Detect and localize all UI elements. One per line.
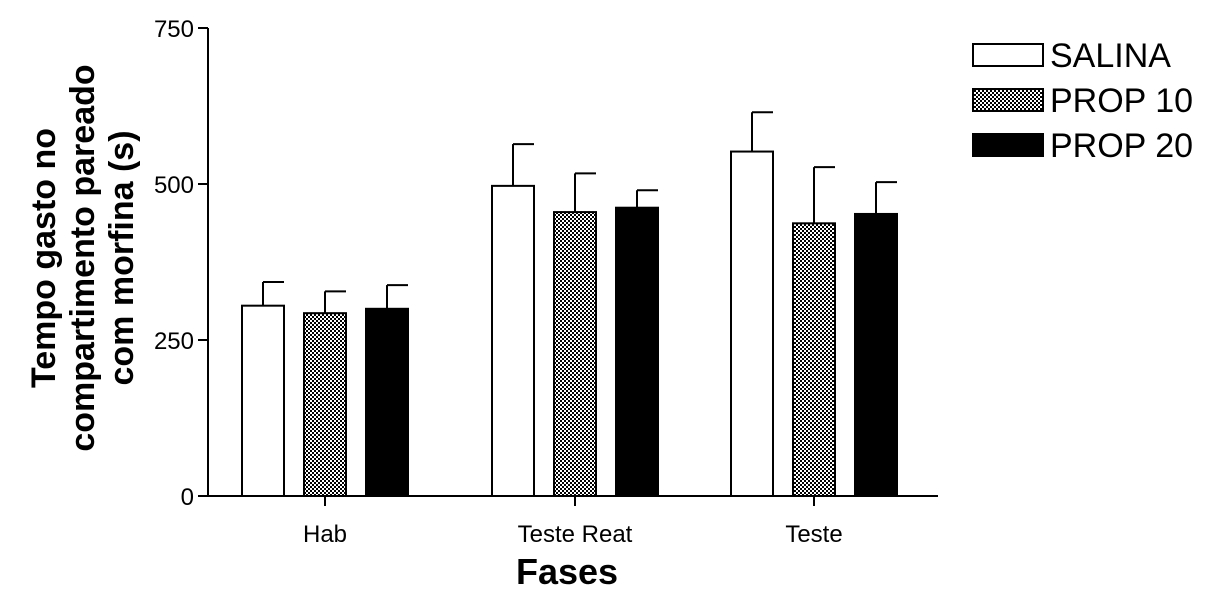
y-tick-label: 750 bbox=[154, 16, 194, 43]
x-tick-label: Teste Reat bbox=[518, 521, 633, 548]
legend: SALINA PROP 10 PROP 20 bbox=[972, 37, 1193, 165]
legend-label: PROP 20 bbox=[1050, 127, 1193, 165]
x-axis-title: Fases bbox=[516, 551, 618, 590]
x-tick-label: Hab bbox=[303, 521, 347, 548]
legend-label: SALINA bbox=[1050, 37, 1171, 75]
y-tick-label: 250 bbox=[154, 328, 194, 355]
bar-prop-20-hab bbox=[365, 307, 409, 497]
bar-prop-10-teste-reat bbox=[553, 211, 597, 498]
bar-prop-10-hab bbox=[303, 312, 347, 497]
x-tick-label: Teste bbox=[785, 521, 842, 548]
bar-prop-10-teste bbox=[792, 222, 836, 497]
bar-prop-20-teste-reat bbox=[615, 206, 659, 497]
legend-swatch bbox=[972, 43, 1044, 67]
legend-swatch bbox=[972, 133, 1044, 157]
y-axis-title: Tempo gasto no compartimento pareado com… bbox=[25, 64, 141, 451]
bar-salina-teste bbox=[730, 150, 774, 497]
bar-prop-20-teste bbox=[854, 212, 898, 497]
y-axis-title-line-1: Tempo gasto no bbox=[25, 128, 63, 388]
y-tick-label: 0 bbox=[181, 484, 194, 511]
y-tick-label: 500 bbox=[154, 172, 194, 199]
legend-label: PROP 10 bbox=[1050, 82, 1193, 120]
y-axis-title-line-3: com morfina (s) bbox=[103, 130, 141, 385]
y-axis-title-line-2: compartimento pareado bbox=[64, 64, 102, 451]
bar-salina-teste-reat bbox=[491, 184, 535, 497]
legend-swatch bbox=[972, 88, 1044, 112]
plot-area: 0 250 500 750 Hab Teste Reat Teste bbox=[154, 16, 938, 548]
bar-salina-hab bbox=[241, 304, 285, 497]
